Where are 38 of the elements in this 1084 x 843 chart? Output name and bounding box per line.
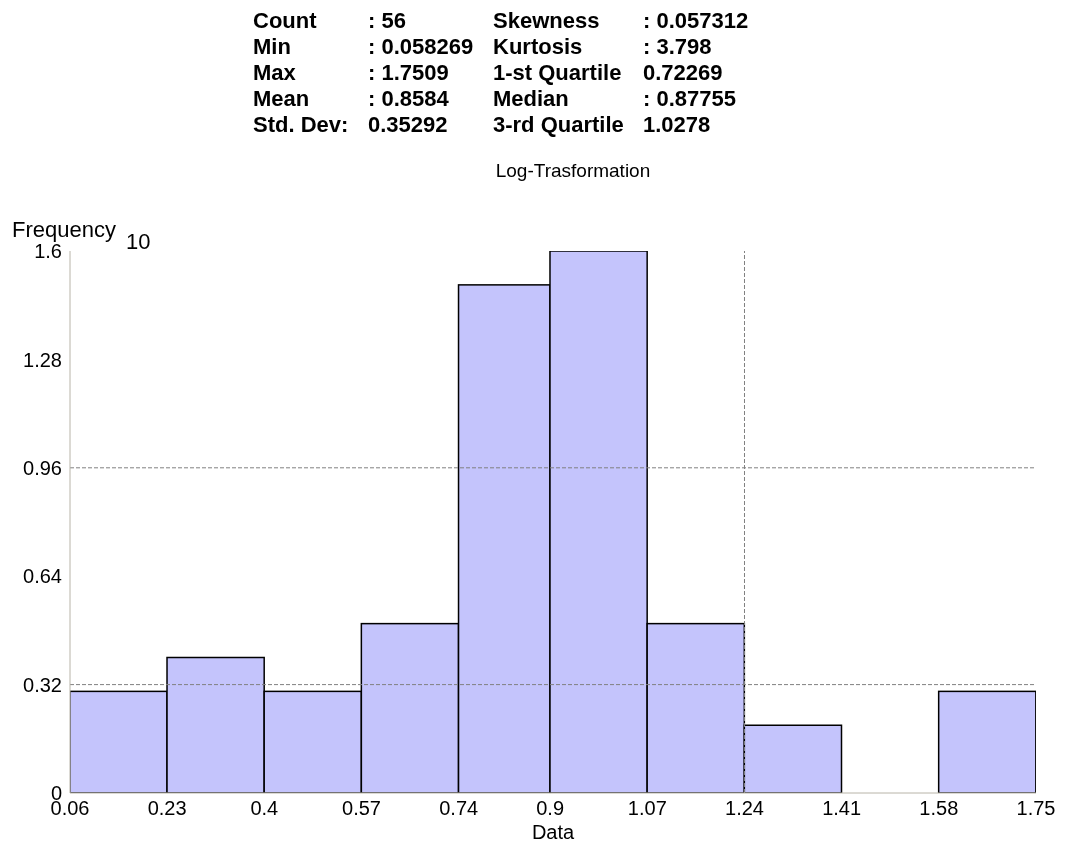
text: Count [253,8,318,34]
text: : 56 [368,8,407,34]
text: Median [493,86,570,112]
text: 3-rd Quartile [493,112,625,138]
text: : 0.058269 [368,34,475,60]
x-tick-label: 1.24 [725,797,764,820]
text: Skewness [493,8,601,34]
text: 0.35292 [368,112,449,138]
x-tick-label: 0.9 [536,797,565,820]
text: 1.0278 [643,112,712,138]
y-axis-title: Frequency [12,217,116,242]
text: 1-st Quartile [493,60,623,86]
text: Kurtosis [493,34,584,60]
text: 0.72269 [643,60,724,86]
x-tick-label: 0.4 [250,797,279,820]
chart-title: Log-Trasformation [494,160,652,182]
text: : 3.798 [643,34,713,60]
x-tick-label: 1.07 [627,797,667,820]
x-tick-label: 0.57 [342,797,381,820]
y-tick-label: 1.28 [23,348,62,371]
text: : 0.87755 [643,86,737,112]
annotation: 10 [126,229,151,254]
text: Min [253,34,292,60]
x-tick-label: 1.58 [919,797,959,820]
y-tick-label: 0.96 [23,456,62,479]
text: Std. Dev: [253,112,350,138]
x-tick-label: 1.41 [822,797,862,820]
text: Max [253,60,297,86]
y-tick-label: 0.32 [23,673,62,696]
x-tick-label: 1.75 [1016,797,1056,820]
text: : 0.057312 [643,8,750,34]
x-axis-title: Data [531,821,575,843]
x-tick-label: 0.23 [147,797,187,820]
y-tick-label: 0.64 [23,565,62,588]
x-tick-label: 0.74 [439,797,479,820]
text: : 0.8584 [368,86,450,112]
text: Mean [253,86,311,112]
text: : 1.7509 [368,60,450,86]
